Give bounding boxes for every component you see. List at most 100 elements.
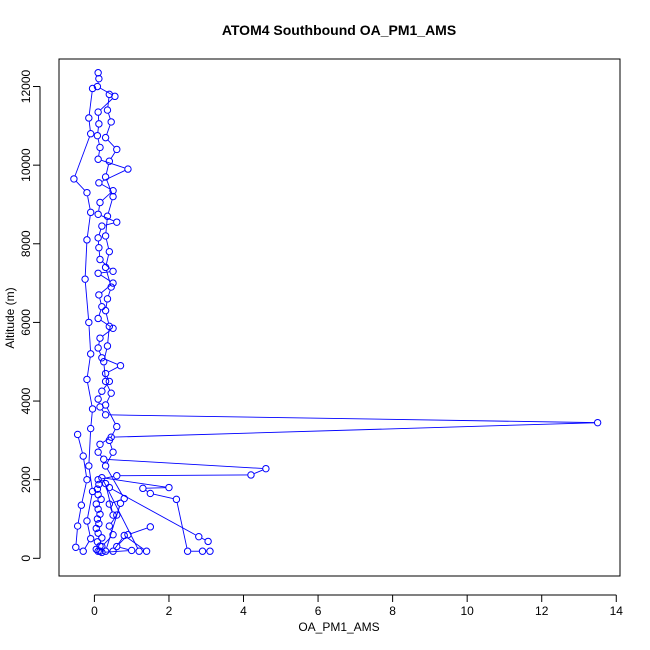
data-point [98, 387, 106, 395]
series-segment [120, 546, 129, 550]
data-point [96, 255, 104, 264]
series-segment [107, 458, 263, 469]
series-segment [87, 524, 91, 536]
data-point [165, 483, 173, 492]
plot-frame [58, 58, 621, 577]
data-point [93, 538, 102, 546]
series-segment [103, 365, 106, 378]
data-point [96, 547, 104, 555]
series-segment [101, 170, 125, 182]
y-tick-label: 4000 [19, 387, 33, 414]
series-segment [106, 125, 111, 135]
series-segment [106, 180, 113, 194]
y-axis: 0 2000 4000 6000 8000 10000 12000 [19, 70, 41, 562]
data-point [83, 517, 91, 525]
data-point [109, 187, 117, 195]
series-segment [106, 468, 123, 496]
series-segment [117, 506, 120, 512]
series-segment [112, 499, 122, 504]
data-point [120, 494, 128, 503]
series-segment [84, 282, 89, 319]
data-point [101, 232, 110, 240]
series-segment [101, 159, 125, 169]
series-segment [110, 429, 116, 438]
data-point [113, 422, 121, 431]
series-3 [100, 90, 128, 519]
data-point [116, 361, 125, 370]
data-point [107, 283, 115, 291]
data-point [86, 129, 95, 138]
data-point [94, 547, 102, 555]
y-tick-label: 2000 [19, 466, 33, 493]
data-point [101, 369, 110, 378]
series-segment [106, 506, 120, 549]
data-point [204, 537, 212, 546]
data-point [247, 471, 255, 479]
data-point [113, 218, 121, 226]
series-segment [100, 320, 111, 327]
series-segment [106, 455, 112, 464]
data-point [107, 118, 115, 126]
data-point [94, 210, 102, 218]
series-segment [75, 181, 85, 191]
series-segment [109, 443, 113, 449]
series-segment [98, 229, 102, 235]
data-point [124, 165, 132, 173]
data-point [95, 244, 103, 252]
series-segment [100, 87, 113, 96]
data-point [103, 295, 112, 303]
series-segment [88, 121, 91, 131]
series-segment [87, 494, 93, 518]
series-segment [100, 274, 111, 282]
data-point [83, 236, 91, 244]
data-point [98, 548, 106, 557]
data-point [94, 505, 102, 513]
data-point [105, 436, 114, 445]
x-axis: 0 2 4 6 8 10 12 14 [91, 594, 623, 618]
x-tick-label: 4 [240, 604, 247, 618]
data-point [94, 344, 102, 352]
data-point [95, 291, 103, 299]
data-point [92, 500, 100, 508]
series-segment [105, 219, 108, 233]
data-point [101, 306, 110, 315]
data-point [109, 511, 117, 519]
data-point [88, 84, 97, 93]
data-point [105, 377, 114, 386]
data-point [79, 452, 87, 460]
data-point [94, 395, 102, 403]
data-point [105, 247, 114, 256]
data-point [124, 531, 132, 539]
data-point [86, 208, 95, 217]
data-point [262, 464, 270, 473]
series-segment [87, 357, 91, 377]
series-segment [90, 412, 93, 426]
series-segment [110, 152, 116, 159]
series-segment [106, 376, 109, 379]
series-5 [98, 523, 155, 557]
data-point [206, 547, 214, 555]
series-segment [103, 536, 111, 545]
data-point [85, 318, 93, 327]
data-point [83, 188, 91, 197]
series-segment [104, 349, 108, 359]
data-point [98, 534, 106, 542]
x-tick-label: 2 [166, 604, 173, 618]
data-point [103, 342, 112, 350]
series-0 [92, 69, 602, 555]
data-point [93, 82, 102, 91]
data-point [86, 424, 95, 433]
data-point [85, 462, 93, 470]
series-segment [97, 127, 99, 133]
y-tick-label: 0 [19, 555, 33, 562]
data-point [88, 487, 97, 496]
series-2 [70, 84, 97, 555]
chart-title: ATOM4 Southbound OA_PM1_AMS [222, 22, 456, 38]
series-segment [81, 482, 87, 502]
data-point [94, 314, 102, 323]
data-point [94, 269, 102, 277]
data-point [98, 302, 106, 311]
data-point [97, 495, 105, 504]
series-segment [84, 541, 90, 549]
series-segment [99, 298, 102, 304]
